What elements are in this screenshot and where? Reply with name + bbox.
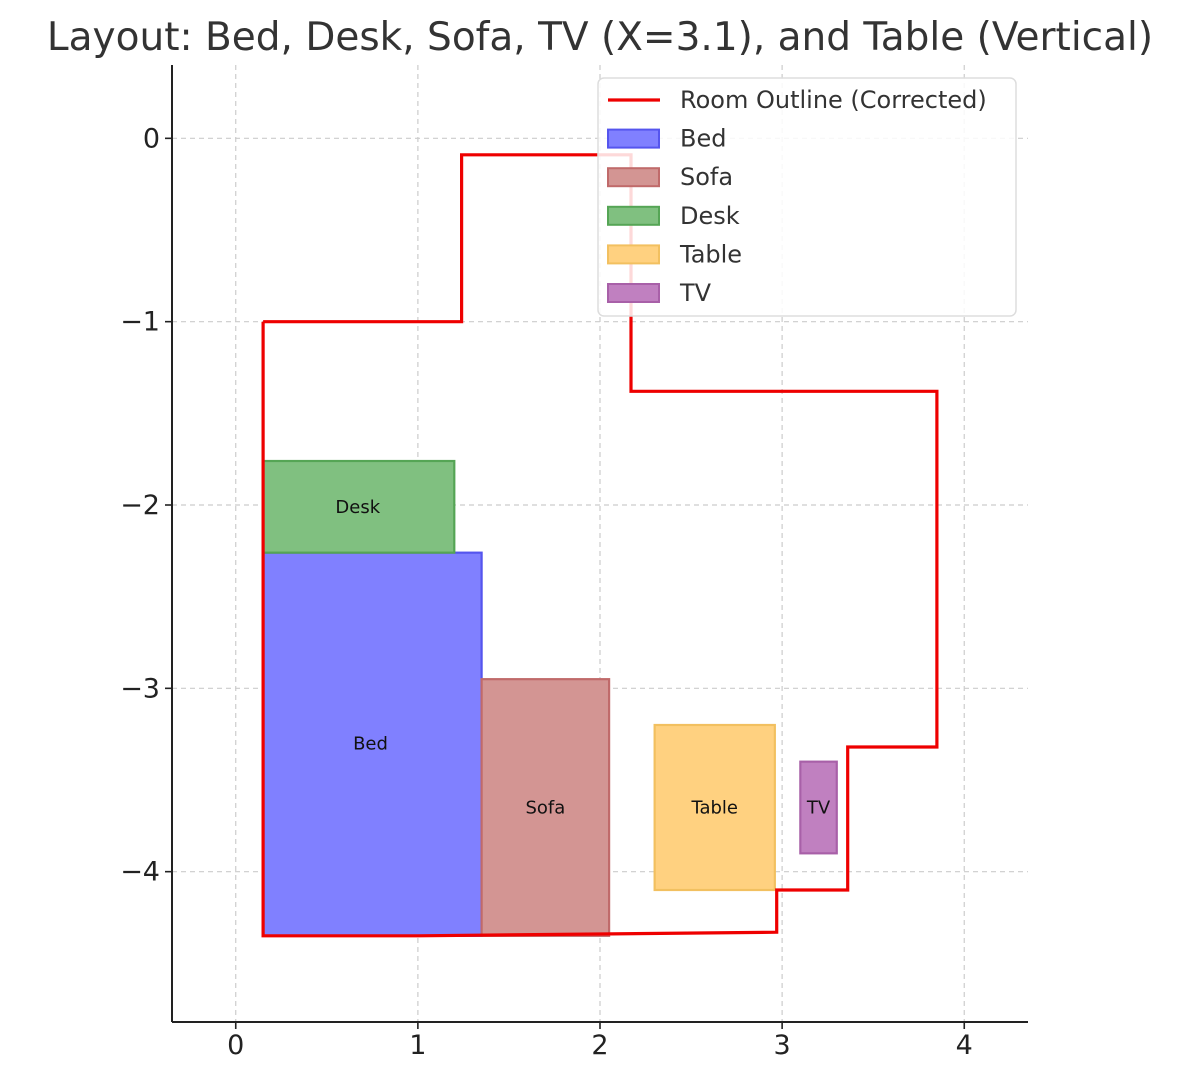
bed-label: Bed [353, 733, 388, 754]
legend-sofa-label: Sofa [680, 163, 733, 191]
table-label: Table [690, 798, 738, 819]
x-tick-label: 4 [956, 1030, 973, 1061]
tv-rect [799, 760, 838, 855]
legend-outline-label: Room Outline (Corrected) [680, 86, 987, 114]
x-tick-label: 2 [591, 1030, 608, 1061]
x-tick-label: 1 [409, 1030, 426, 1061]
y-tick-label: −3 [120, 673, 160, 704]
chart-title: Layout: Bed, Desk, Sofa, TV (X=3.1), and… [47, 15, 1153, 60]
desk-label: Desk [335, 497, 380, 518]
bed-rect [261, 551, 483, 937]
legend-bed-label: Bed [680, 125, 726, 153]
room-outline-layer [261, 153, 939, 938]
x-tick-label: 0 [227, 1030, 244, 1061]
table-rect [653, 723, 776, 892]
y-tick-label: 0 [143, 123, 160, 154]
axes: 0 1 2 3 4 0 −1 −2 −3 −4 [120, 65, 1028, 1061]
desk-rect [261, 459, 456, 554]
y-tick-label: −4 [120, 857, 160, 888]
legend-table-label: Table [679, 240, 742, 268]
sofa-label: Sofa [525, 798, 565, 819]
legend-tv-label: TV [679, 279, 712, 307]
furniture-layer: Bed Sofa Desk Table TV [261, 459, 838, 937]
legend-tv-swatch [607, 283, 660, 303]
y-tick-label: −2 [120, 490, 160, 521]
tv-label: TV [806, 798, 831, 819]
legend-table-swatch [607, 244, 660, 265]
legend-box [597, 77, 1017, 317]
legend-desk-label: Desk [680, 202, 740, 230]
x-tick-label: 3 [774, 1030, 791, 1061]
legend: Room Outline (Corrected) Bed Sofa Desk Table… [597, 77, 1017, 317]
room-outline-line [261, 153, 939, 938]
legend-desk-swatch [607, 205, 660, 226]
y-tick-label: −1 [120, 307, 160, 338]
legend-sofa-swatch [607, 167, 660, 188]
legend-bed-swatch [607, 128, 660, 149]
